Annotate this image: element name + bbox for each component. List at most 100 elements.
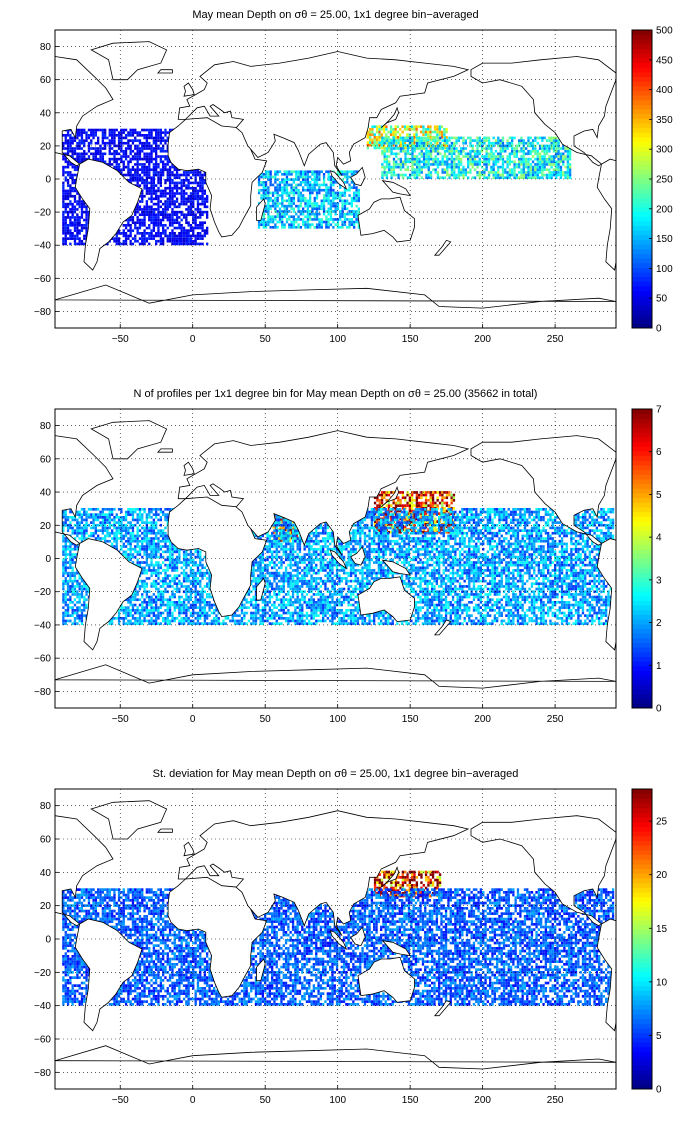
heat-cell bbox=[378, 141, 381, 144]
heat-cell bbox=[557, 152, 560, 156]
heat-cell bbox=[175, 181, 179, 185]
heat-cell bbox=[69, 577, 72, 580]
heat-cell bbox=[73, 516, 77, 519]
heat-cell bbox=[506, 173, 509, 177]
heat-cell bbox=[83, 601, 86, 604]
heat-cell bbox=[485, 155, 488, 158]
heat-cell bbox=[189, 171, 193, 174]
heat-cell bbox=[76, 136, 79, 140]
heat-cell bbox=[64, 555, 67, 559]
heat-cell bbox=[148, 176, 151, 180]
heat-cell bbox=[164, 134, 167, 137]
heat-cell bbox=[413, 160, 416, 164]
heat-cell bbox=[429, 493, 432, 497]
heat-cell bbox=[64, 523, 67, 527]
heat-cell bbox=[506, 165, 509, 169]
heat-cell bbox=[515, 149, 519, 153]
heat-cell bbox=[413, 144, 416, 148]
heat-cell bbox=[66, 147, 70, 150]
heat-cell bbox=[76, 595, 79, 599]
heat-cell bbox=[83, 609, 86, 612]
heat-cell bbox=[469, 139, 472, 142]
heat-cell bbox=[292, 215, 296, 219]
heat-cell bbox=[87, 513, 91, 516]
heat-cell bbox=[155, 171, 158, 174]
heat-cell bbox=[138, 208, 142, 211]
heat-cell bbox=[531, 141, 535, 145]
heat-cell bbox=[288, 196, 291, 200]
heat-cell bbox=[150, 184, 153, 187]
heat-cell bbox=[511, 160, 514, 164]
heat-cell bbox=[66, 529, 70, 532]
heat-cell bbox=[264, 207, 268, 211]
heat-cell bbox=[71, 194, 74, 198]
heat-cell bbox=[159, 192, 163, 195]
heat-cell bbox=[429, 499, 432, 502]
heat-cell bbox=[399, 128, 402, 131]
heat-cell bbox=[450, 141, 454, 145]
heat-cell bbox=[416, 144, 419, 148]
heat-cell bbox=[122, 128, 125, 132]
heat-cell bbox=[392, 491, 395, 494]
heat-cell bbox=[373, 520, 377, 523]
heat-cell bbox=[304, 215, 307, 219]
heat-cell bbox=[548, 147, 551, 150]
heat-cell bbox=[73, 226, 77, 230]
heat-cell bbox=[522, 149, 525, 153]
heat-cell bbox=[73, 218, 77, 222]
heat-cell bbox=[143, 224, 146, 227]
heat-cell bbox=[432, 147, 435, 150]
heat-cell bbox=[295, 212, 298, 216]
heat-cell bbox=[85, 585, 88, 588]
heat-cell bbox=[71, 208, 74, 211]
heat-cell bbox=[173, 200, 176, 203]
heat-cell bbox=[566, 149, 570, 153]
heat-cell bbox=[390, 530, 393, 534]
heat-cell bbox=[557, 160, 560, 164]
heat-cell bbox=[332, 220, 335, 224]
heat-cell bbox=[382, 128, 386, 131]
heat-cell bbox=[411, 504, 414, 507]
heat-cell bbox=[83, 131, 86, 134]
heat-cell bbox=[92, 157, 95, 161]
heat-cell bbox=[192, 181, 195, 185]
heat-cell bbox=[381, 152, 384, 156]
heat-cell bbox=[552, 171, 556, 174]
heat-cell bbox=[460, 147, 463, 150]
heat-cell bbox=[325, 170, 328, 174]
heat-cell bbox=[504, 147, 507, 150]
heat-cell bbox=[536, 155, 539, 158]
heat-cell bbox=[148, 189, 151, 193]
heat-cell bbox=[497, 139, 500, 142]
heat-cell bbox=[545, 149, 549, 153]
heat-cell bbox=[513, 155, 516, 158]
heat-cell bbox=[69, 234, 72, 238]
heat-cell bbox=[497, 141, 500, 145]
heat-cell bbox=[411, 501, 414, 505]
heat-cell bbox=[494, 149, 498, 153]
heat-cell bbox=[129, 224, 132, 227]
heat-cell bbox=[436, 491, 439, 494]
heat-cell bbox=[536, 171, 539, 174]
heat-cell bbox=[62, 141, 65, 145]
heat-cell bbox=[166, 234, 169, 238]
heat-cell bbox=[62, 147, 65, 150]
heat-cell bbox=[304, 188, 307, 192]
heat-cell bbox=[460, 160, 463, 164]
heat-cell bbox=[350, 186, 354, 189]
heat-cell bbox=[559, 160, 563, 164]
heat-cell bbox=[66, 181, 70, 185]
heat-cell bbox=[453, 173, 456, 177]
heat-cell bbox=[443, 501, 446, 505]
heat-cell bbox=[117, 147, 121, 150]
heat-cell bbox=[85, 234, 88, 238]
heat-cell bbox=[62, 529, 65, 532]
heat-cell bbox=[411, 499, 414, 502]
heat-cell bbox=[159, 232, 163, 235]
heat-cell bbox=[80, 226, 84, 230]
heat-cell bbox=[448, 149, 451, 153]
heat-cell bbox=[194, 213, 197, 217]
heat-cell bbox=[353, 194, 356, 197]
heat-cell bbox=[438, 133, 441, 136]
heat-cell bbox=[162, 213, 165, 217]
